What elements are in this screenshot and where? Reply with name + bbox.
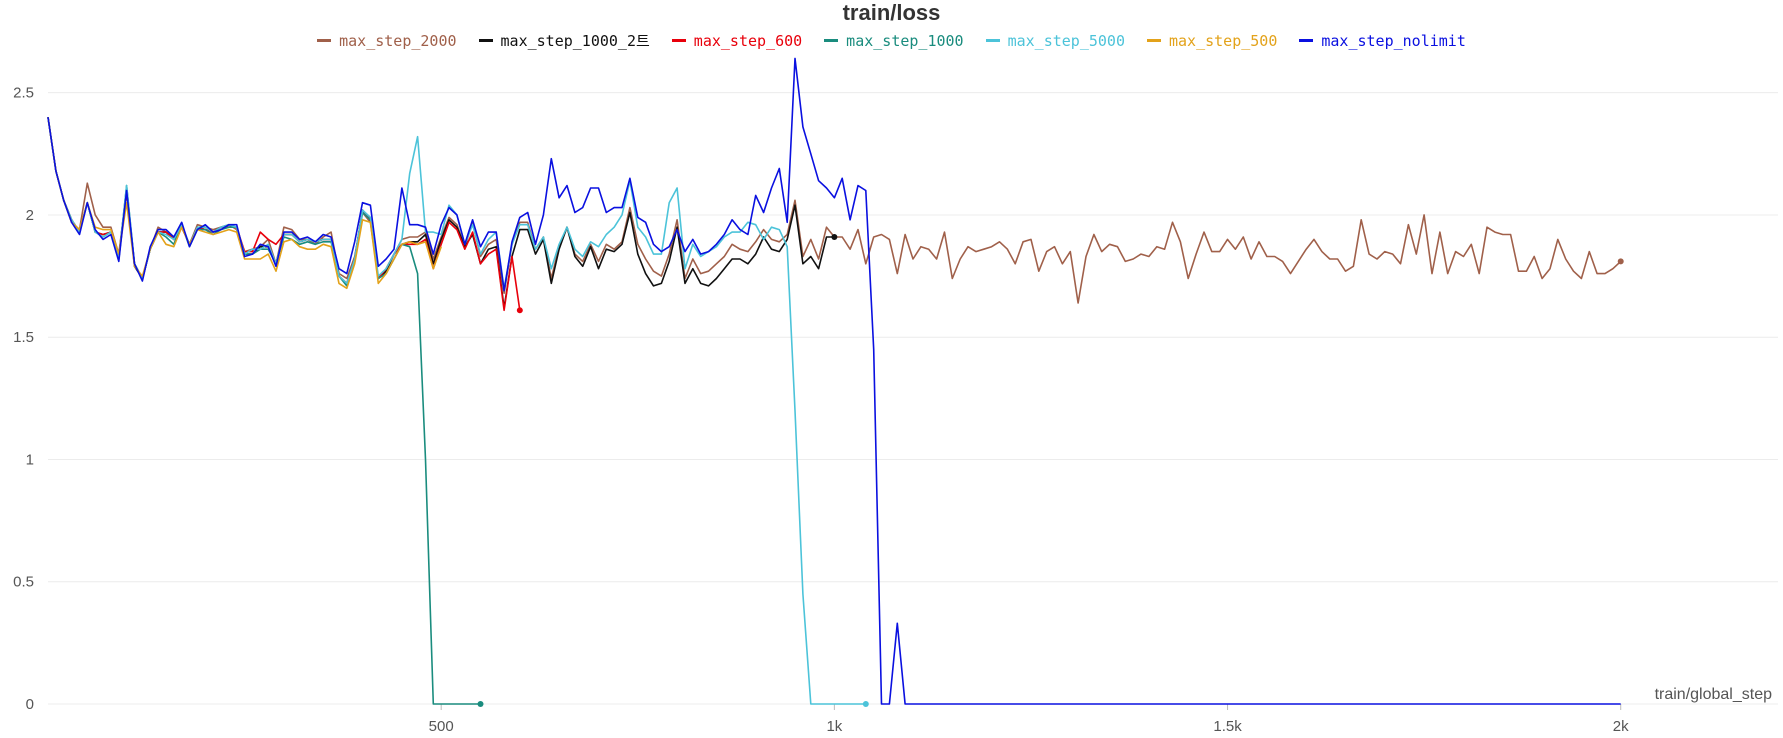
legend-swatch (478, 39, 493, 42)
legend-swatch (671, 39, 686, 42)
chart-title: train/loss (842, 0, 941, 25)
legend-item-max_step_1000[interactable]: max_step_1000 (824, 30, 964, 51)
y-tick-label: 2.5 (13, 85, 34, 102)
x-axis-label: train/global_step (1655, 686, 1773, 703)
legend-label: max_step_1000 (846, 31, 964, 50)
series-end-point-max_step_2000 (1617, 258, 1624, 265)
y-tick-label: 2 (26, 207, 34, 224)
y-tick-label: 1 (26, 451, 34, 468)
series-line-max_step_600 (47, 116, 521, 312)
legend-label: max_step_2000 (339, 31, 457, 50)
x-tick-label: 2k (1613, 718, 1629, 735)
legend-swatch (317, 39, 332, 42)
series-line-max_step_500 (47, 116, 442, 290)
y-tick-label: 0.5 (13, 574, 34, 591)
legend-label: max_step_1000_2트 (500, 32, 650, 50)
legend-swatch (824, 39, 839, 42)
legend-item-max_step_600[interactable]: max_step_600 (671, 30, 803, 51)
legend-label: max_step_500 (1168, 31, 1278, 50)
legend-swatch (1299, 39, 1314, 42)
series-line-max_step_1000 (47, 116, 481, 705)
series-line-max_step_nolimit (47, 57, 1621, 705)
legend-swatch (985, 39, 1000, 42)
x-tick-label: 1k (826, 718, 842, 735)
series-end-point-max_step_5000 (862, 701, 869, 707)
legend-label: max_step_5000 (1007, 31, 1125, 50)
series-end-point-max_step_600 (516, 307, 523, 314)
legend-label: max_step_nolimit (1321, 31, 1466, 50)
x-tick-label: 1.5k (1213, 718, 1242, 735)
legend-item-max_step_nolimit[interactable]: max_step_nolimit (1299, 30, 1466, 51)
legend-item-max_step_5000[interactable]: max_step_5000 (985, 30, 1125, 51)
y-tick-label: 1.5 (13, 329, 34, 346)
series-line-max_step_5000 (47, 116, 866, 705)
legend-item-max_step_500[interactable]: max_step_500 (1146, 30, 1278, 51)
legend-item-max_step_1000_2트[interactable]: max_step_1000_2트 (478, 30, 650, 51)
series-end-point-max_step_1000 (477, 701, 484, 707)
legend: max_step_2000 max_step_1000_2트 max_step_60… (0, 30, 1783, 51)
y-tick-label: 0 (26, 696, 34, 713)
x-tick-label: 500 (429, 718, 454, 735)
legend-item-max_step_2000[interactable]: max_step_2000 (317, 30, 457, 51)
series-line-max_step_1000_2트 (47, 116, 835, 309)
legend-swatch (1146, 39, 1161, 42)
legend-label: max_step_600 (693, 31, 803, 50)
series-line-max_step_2000 (47, 116, 1622, 304)
series-end-point-max_step_1000_2트 (831, 233, 838, 240)
